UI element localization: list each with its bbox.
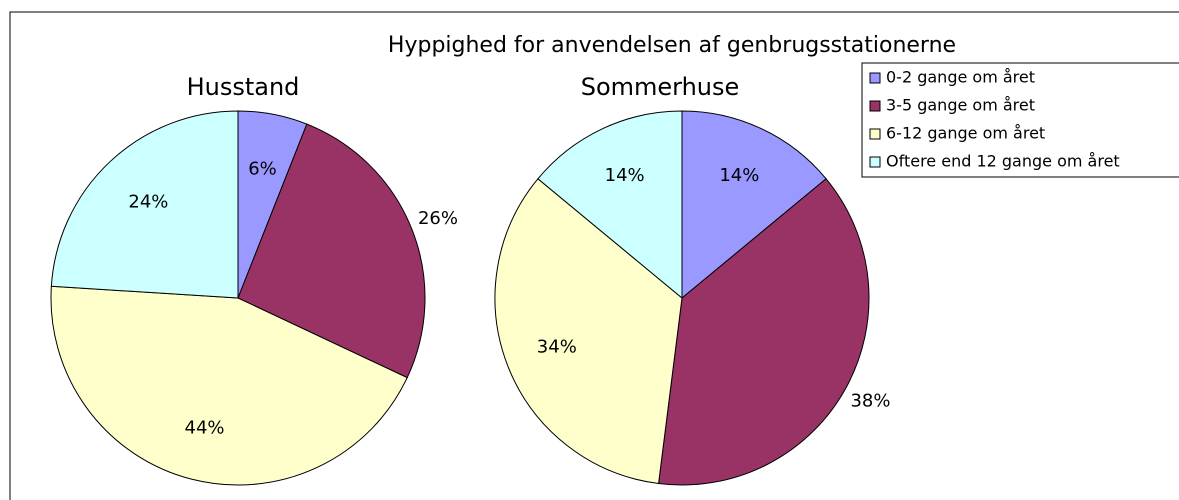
data-label: 14% [605, 165, 645, 186]
legend-label: 0-2 gange om året [886, 68, 1035, 87]
legend-swatch [869, 72, 881, 84]
data-label: 38% [850, 391, 890, 412]
data-label: 26% [418, 208, 458, 229]
data-label: 24% [128, 192, 168, 213]
pie-slice [681, 110, 827, 300]
pie-slice [537, 110, 683, 300]
pie-slice [50, 110, 239, 299]
legend-label: Oftere end 12 gange om året [886, 152, 1120, 171]
data-label: 44% [185, 417, 225, 438]
pie-title: Husstand [187, 73, 300, 101]
legend-label: 3-5 gange om året [886, 96, 1035, 115]
legend-label: 6-12 gange om året [886, 124, 1045, 143]
data-label: 6% [248, 158, 277, 179]
pie-title: Sommerhuse [581, 73, 740, 101]
data-label: 34% [537, 337, 577, 358]
pie-slice [494, 178, 683, 485]
legend-swatch [869, 100, 881, 112]
legend-swatch [869, 156, 881, 168]
legend-box [861, 62, 1179, 178]
legend-swatch [869, 128, 881, 140]
chart-title: Hyppighed for anvendelsen af genbrugssta… [388, 33, 956, 58]
data-label: 14% [719, 165, 759, 186]
pie-slice [237, 123, 426, 379]
pie-slice [50, 285, 408, 486]
pie-slice [658, 178, 870, 486]
